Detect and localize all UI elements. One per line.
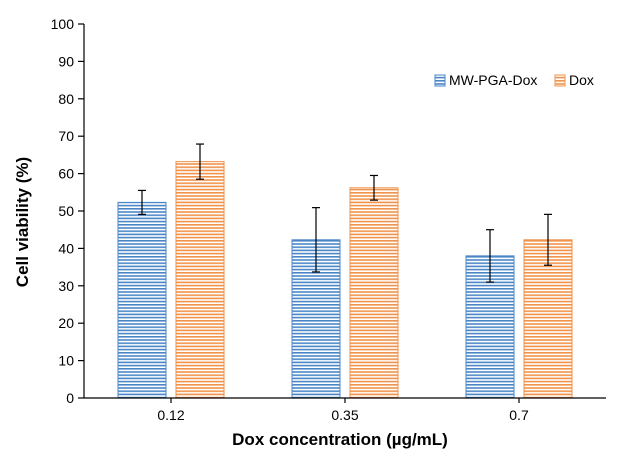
y-tick-label: 90 — [58, 53, 74, 69]
bar-dox-0.7 — [523, 239, 573, 399]
x-tick-label: 0.35 — [331, 407, 358, 423]
y-axis-ticks: 0 10 20 30 40 50 60 70 80 90 100 — [51, 16, 84, 406]
legend-swatch — [434, 74, 446, 87]
x-axis-ticks: 0.12 0.35 0.7 — [157, 398, 529, 423]
y-tick-label: 0 — [66, 390, 74, 406]
bar-dox-0.35 — [349, 187, 399, 399]
y-tick-label: 60 — [58, 166, 74, 182]
y-axis-title: Cell viability (%) — [13, 157, 32, 287]
error-bars — [138, 143, 552, 283]
y-tick-label: 30 — [58, 278, 74, 294]
legend-swatch — [554, 74, 566, 87]
y-tick-label: 70 — [58, 128, 74, 144]
x-axis-title: Dox concentration (µg/mL) — [232, 430, 448, 449]
y-tick-label: 20 — [58, 315, 74, 331]
bar-dox-0.12 — [175, 161, 225, 399]
x-tick-label: 0.7 — [509, 407, 529, 423]
y-tick-label: 10 — [58, 353, 74, 369]
bar-mw-pga-dox-0.12 — [117, 201, 167, 399]
y-tick-label: 40 — [58, 240, 74, 256]
bars — [117, 161, 573, 399]
y-tick-label: 100 — [51, 16, 75, 32]
x-tick-label: 0.12 — [157, 407, 184, 423]
legend-label: MW-PGA-Dox — [449, 72, 537, 88]
y-tick-label: 50 — [58, 203, 74, 219]
legend: MW-PGA-Dox Dox — [434, 72, 594, 88]
y-tick-label: 80 — [58, 91, 74, 107]
legend-label: Dox — [569, 72, 594, 88]
